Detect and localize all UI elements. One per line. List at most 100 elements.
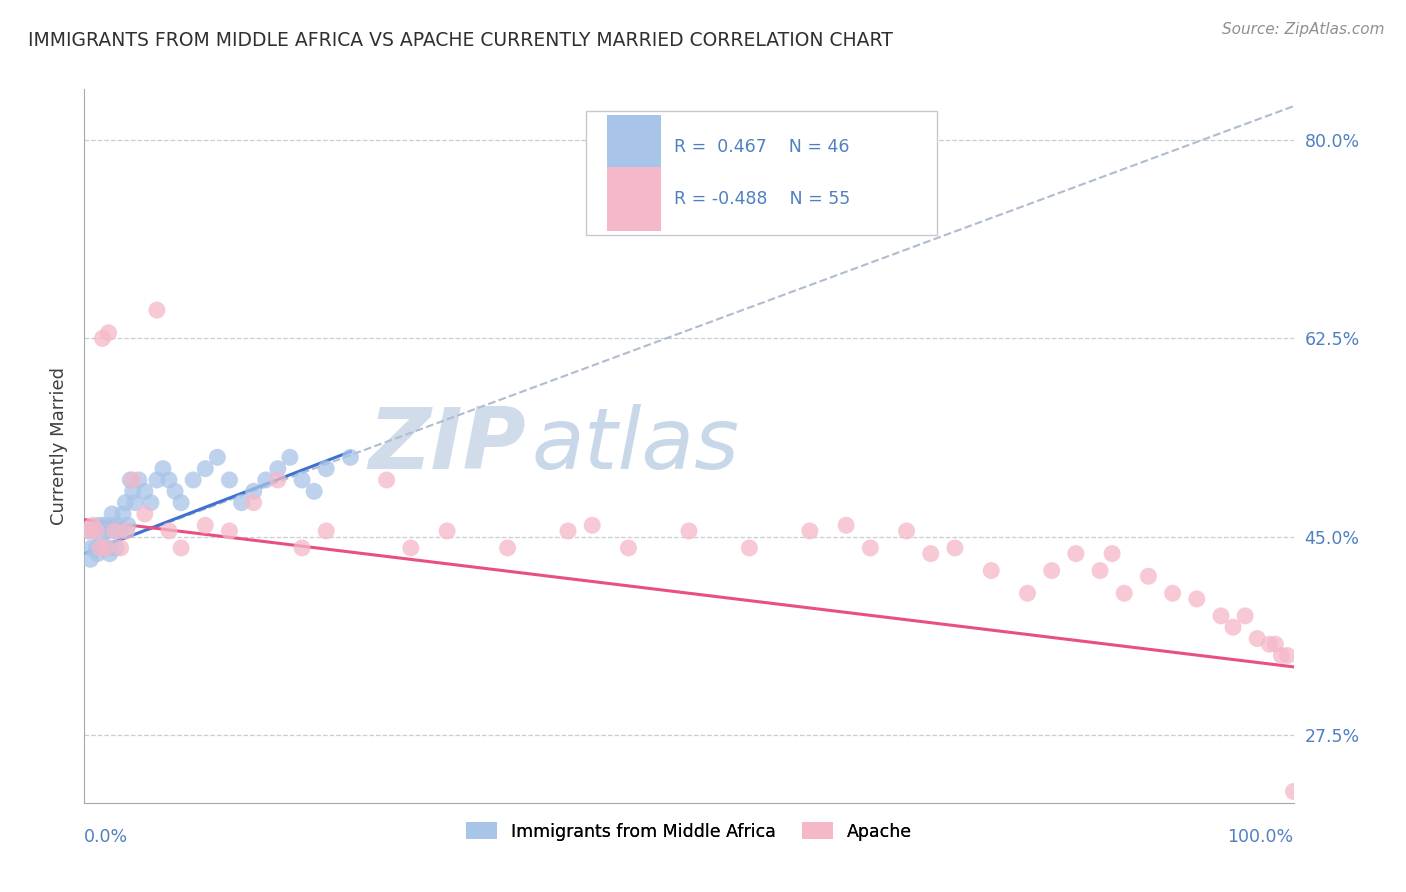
- Point: [97, 541, 120, 555]
- Point: [86, 547, 108, 561]
- Text: ZIP: ZIP: [368, 404, 526, 488]
- Text: atlas: atlas: [531, 404, 740, 488]
- Point: [89, 541, 111, 555]
- Point: [170, 541, 193, 555]
- Point: [1017, 586, 1039, 600]
- Point: [207, 450, 229, 465]
- Point: [436, 524, 458, 538]
- Point: [1161, 586, 1184, 600]
- Bar: [607, 167, 661, 231]
- Point: [835, 518, 858, 533]
- Point: [315, 461, 337, 475]
- Point: [86, 541, 108, 555]
- Point: [1101, 547, 1123, 561]
- Point: [77, 524, 100, 538]
- Point: [1282, 784, 1305, 798]
- Point: [1277, 648, 1299, 663]
- Point: [617, 541, 640, 555]
- Point: [157, 524, 180, 538]
- Point: [79, 552, 101, 566]
- Point: [1088, 564, 1111, 578]
- Point: [77, 524, 100, 538]
- Point: [104, 524, 127, 538]
- Point: [1064, 547, 1087, 561]
- Point: [738, 541, 761, 555]
- Point: [104, 541, 127, 555]
- Point: [146, 303, 169, 318]
- Point: [267, 473, 290, 487]
- Point: [315, 524, 337, 538]
- Legend: Immigrants from Middle Africa, Apache: Immigrants from Middle Africa, Apache: [458, 815, 920, 847]
- Point: [980, 564, 1002, 578]
- Point: [83, 524, 105, 538]
- Bar: [607, 115, 661, 179]
- Point: [91, 331, 114, 345]
- Point: [94, 541, 117, 555]
- Point: [165, 484, 187, 499]
- Point: [121, 484, 143, 499]
- Point: [302, 484, 325, 499]
- Point: [1137, 569, 1160, 583]
- Point: [1209, 608, 1232, 623]
- Point: [124, 495, 146, 509]
- Point: [1040, 564, 1063, 578]
- Point: [91, 541, 114, 555]
- Point: [117, 518, 139, 533]
- Point: [98, 547, 121, 561]
- Point: [291, 541, 314, 555]
- Point: [943, 541, 966, 555]
- Point: [93, 518, 115, 533]
- Point: [1222, 620, 1244, 634]
- Point: [1270, 648, 1292, 663]
- Point: [139, 495, 162, 509]
- Point: [278, 450, 301, 465]
- Point: [157, 473, 180, 487]
- Point: [170, 495, 193, 509]
- Point: [100, 518, 122, 533]
- Point: [146, 473, 169, 487]
- Text: R = -0.488    N = 55: R = -0.488 N = 55: [675, 190, 851, 208]
- Point: [920, 547, 942, 561]
- Point: [114, 495, 136, 509]
- Point: [80, 541, 103, 555]
- Point: [678, 524, 700, 538]
- Point: [104, 524, 127, 538]
- Point: [1258, 637, 1281, 651]
- Point: [87, 518, 110, 533]
- Text: R =  0.467    N = 46: R = 0.467 N = 46: [675, 138, 851, 156]
- Point: [90, 530, 112, 544]
- Point: [110, 524, 132, 538]
- Point: [194, 461, 217, 475]
- Point: [194, 518, 217, 533]
- Point: [120, 473, 142, 487]
- Point: [1246, 632, 1268, 646]
- Point: [557, 524, 579, 538]
- Point: [242, 484, 264, 499]
- Point: [97, 326, 120, 340]
- Point: [267, 461, 290, 475]
- Point: [291, 473, 314, 487]
- Point: [496, 541, 519, 555]
- Text: Source: ZipAtlas.com: Source: ZipAtlas.com: [1222, 22, 1385, 37]
- Text: 0.0%: 0.0%: [84, 828, 128, 846]
- Point: [128, 473, 150, 487]
- Point: [1185, 591, 1208, 606]
- Point: [94, 524, 117, 538]
- Point: [218, 524, 240, 538]
- Point: [339, 450, 361, 465]
- Point: [218, 473, 240, 487]
- Point: [115, 524, 138, 538]
- Point: [799, 524, 821, 538]
- Point: [82, 518, 104, 533]
- Point: [399, 541, 422, 555]
- Point: [181, 473, 204, 487]
- Point: [896, 524, 918, 538]
- Point: [110, 541, 132, 555]
- Point: [134, 507, 156, 521]
- Point: [581, 518, 603, 533]
- Point: [152, 461, 174, 475]
- Point: [107, 518, 129, 533]
- Point: [1234, 608, 1257, 623]
- Point: [859, 541, 882, 555]
- Text: 100.0%: 100.0%: [1227, 828, 1294, 846]
